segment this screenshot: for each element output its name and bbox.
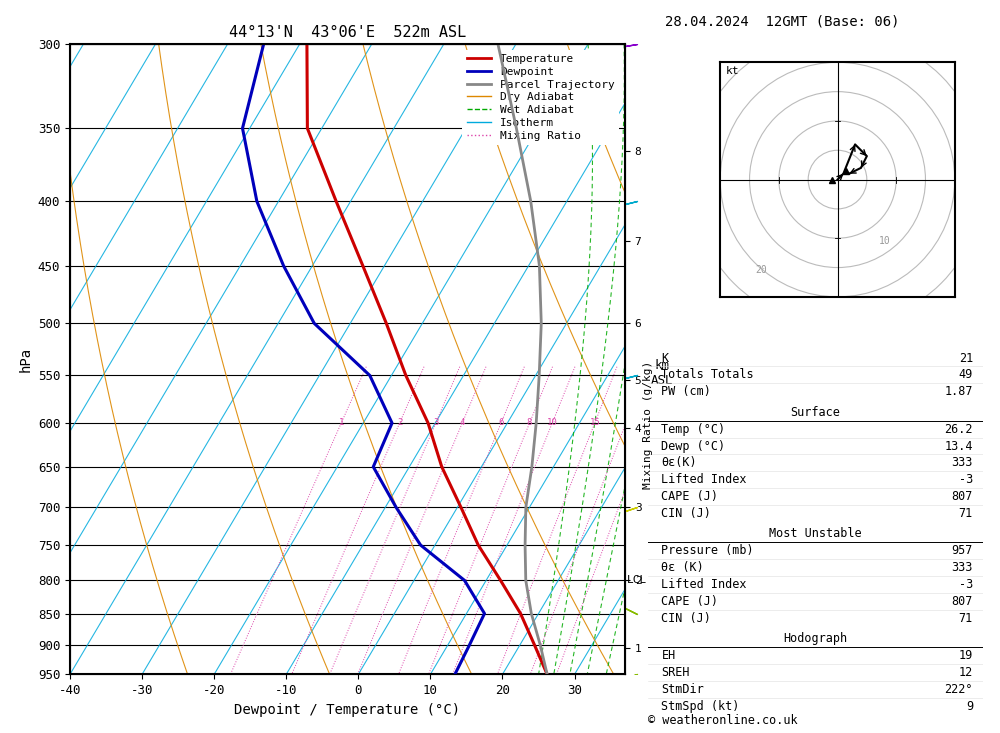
Text: 21: 21 — [959, 352, 973, 364]
X-axis label: Dewpoint / Temperature (°C): Dewpoint / Temperature (°C) — [234, 703, 461, 717]
Text: 49: 49 — [959, 369, 973, 381]
Text: θε(K): θε(K) — [661, 457, 697, 469]
Text: CIN (J): CIN (J) — [661, 612, 711, 625]
Text: PW (cm): PW (cm) — [661, 386, 711, 398]
Text: θε (K): θε (K) — [661, 561, 704, 574]
Title: 44°13'N  43°06'E  522m ASL: 44°13'N 43°06'E 522m ASL — [229, 25, 466, 40]
Text: 12: 12 — [959, 666, 973, 679]
Text: 807: 807 — [952, 595, 973, 608]
Text: -3: -3 — [959, 578, 973, 591]
Text: LCL: LCL — [627, 575, 647, 586]
Text: 2: 2 — [397, 419, 402, 427]
Text: CIN (J): CIN (J) — [661, 507, 711, 520]
Text: 15: 15 — [589, 419, 600, 427]
Text: 807: 807 — [952, 490, 973, 503]
Text: 4: 4 — [460, 419, 465, 427]
Text: 10: 10 — [547, 419, 558, 427]
Text: © weatheronline.co.uk: © weatheronline.co.uk — [648, 714, 798, 727]
Text: -3: -3 — [959, 474, 973, 486]
Text: CAPE (J): CAPE (J) — [661, 595, 718, 608]
Text: 9: 9 — [966, 700, 973, 712]
Text: Lifted Index: Lifted Index — [661, 474, 747, 486]
Text: 13.4: 13.4 — [944, 440, 973, 452]
Text: 26.2: 26.2 — [944, 423, 973, 435]
Text: Temp (°C): Temp (°C) — [661, 423, 726, 435]
Text: EH: EH — [661, 649, 676, 662]
Text: 19: 19 — [959, 649, 973, 662]
Text: 20: 20 — [755, 265, 767, 276]
Text: 10: 10 — [879, 236, 890, 246]
Text: 1.87: 1.87 — [944, 386, 973, 398]
Text: Lifted Index: Lifted Index — [661, 578, 747, 591]
Text: 333: 333 — [952, 457, 973, 469]
Text: 71: 71 — [959, 507, 973, 520]
Text: 8: 8 — [527, 419, 532, 427]
Legend: Temperature, Dewpoint, Parcel Trajectory, Dry Adiabat, Wet Adiabat, Isotherm, Mi: Temperature, Dewpoint, Parcel Trajectory… — [462, 50, 619, 145]
Y-axis label: km
ASL: km ASL — [651, 359, 674, 387]
Text: 6: 6 — [498, 419, 504, 427]
Text: 1: 1 — [339, 419, 344, 427]
Text: 71: 71 — [959, 612, 973, 625]
Y-axis label: hPa: hPa — [18, 347, 32, 372]
Text: Mixing Ratio (g/kg): Mixing Ratio (g/kg) — [643, 361, 653, 489]
Text: Hodograph: Hodograph — [783, 633, 848, 645]
Text: 222°: 222° — [944, 683, 973, 696]
Text: StmDir: StmDir — [661, 683, 704, 696]
Text: K: K — [661, 352, 669, 364]
Text: 957: 957 — [952, 545, 973, 557]
Text: SREH: SREH — [661, 666, 690, 679]
Text: Pressure (mb): Pressure (mb) — [661, 545, 754, 557]
Text: Dewp (°C): Dewp (°C) — [661, 440, 726, 452]
Text: StmSpd (kt): StmSpd (kt) — [661, 700, 740, 712]
Text: kt: kt — [726, 66, 740, 76]
Text: Totals Totals: Totals Totals — [661, 369, 754, 381]
Text: Surface: Surface — [791, 406, 840, 419]
Text: Most Unstable: Most Unstable — [769, 528, 862, 540]
Text: 333: 333 — [952, 561, 973, 574]
Text: 28.04.2024  12GMT (Base: 06): 28.04.2024 12GMT (Base: 06) — [665, 15, 900, 29]
Text: 3: 3 — [433, 419, 438, 427]
Text: CAPE (J): CAPE (J) — [661, 490, 718, 503]
